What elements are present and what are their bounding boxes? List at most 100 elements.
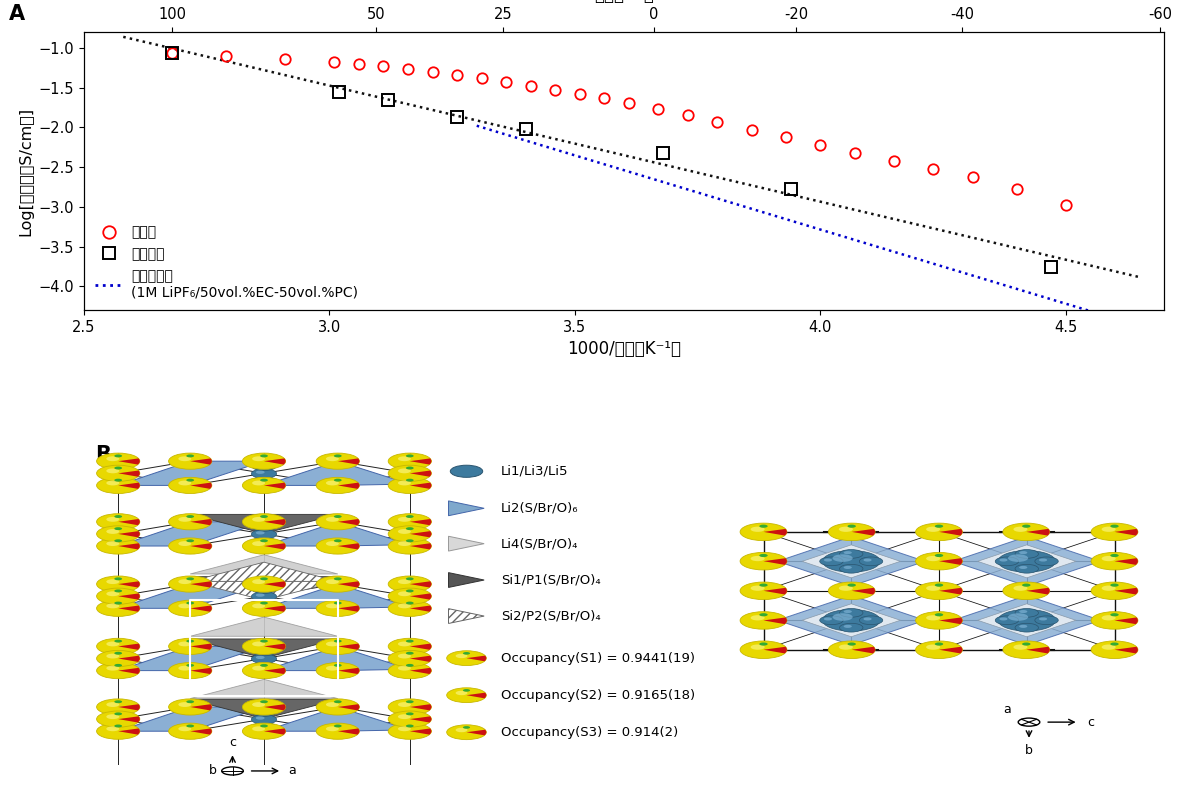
Circle shape: [107, 517, 119, 522]
Wedge shape: [940, 646, 962, 654]
Circle shape: [389, 453, 432, 470]
Circle shape: [389, 650, 432, 666]
Wedge shape: [118, 606, 139, 612]
Circle shape: [839, 645, 853, 650]
Circle shape: [334, 515, 342, 518]
Circle shape: [107, 702, 119, 707]
Circle shape: [169, 638, 212, 654]
Wedge shape: [191, 606, 211, 612]
Circle shape: [398, 702, 410, 707]
Circle shape: [864, 558, 871, 562]
Circle shape: [252, 538, 277, 546]
Circle shape: [1022, 642, 1031, 646]
Polygon shape: [191, 582, 338, 600]
Circle shape: [326, 579, 338, 584]
Circle shape: [456, 728, 468, 732]
Circle shape: [1039, 618, 1048, 621]
Circle shape: [242, 600, 286, 616]
Wedge shape: [264, 643, 286, 650]
Circle shape: [326, 456, 338, 461]
Circle shape: [252, 541, 265, 546]
Circle shape: [1110, 613, 1118, 616]
Circle shape: [317, 662, 360, 678]
Circle shape: [916, 553, 962, 570]
Circle shape: [256, 648, 265, 651]
Text: B: B: [95, 446, 110, 466]
Circle shape: [256, 463, 265, 466]
Circle shape: [844, 610, 852, 613]
Circle shape: [179, 481, 191, 486]
Circle shape: [1110, 554, 1118, 557]
Circle shape: [1091, 612, 1138, 629]
Circle shape: [398, 603, 410, 608]
Text: Si1/P1(S/Br/O)₄: Si1/P1(S/Br/O)₄: [500, 574, 600, 586]
Circle shape: [1110, 642, 1118, 646]
Circle shape: [252, 654, 277, 663]
Circle shape: [256, 523, 265, 526]
Wedge shape: [338, 543, 359, 550]
Circle shape: [114, 712, 122, 715]
Wedge shape: [118, 704, 139, 710]
Text: c: c: [1087, 716, 1094, 729]
Circle shape: [406, 602, 414, 605]
Circle shape: [740, 553, 787, 570]
Circle shape: [256, 531, 265, 534]
Ellipse shape: [1099, 585, 1130, 597]
Circle shape: [252, 530, 277, 539]
Circle shape: [252, 456, 265, 461]
Circle shape: [406, 664, 414, 667]
Circle shape: [463, 726, 470, 729]
Circle shape: [114, 640, 122, 642]
X-axis label: 1000/温度（K⁻¹）: 1000/温度（K⁻¹）: [568, 341, 682, 358]
Circle shape: [317, 538, 360, 554]
Circle shape: [317, 514, 360, 530]
Circle shape: [326, 726, 338, 731]
Circle shape: [97, 588, 140, 604]
Wedge shape: [264, 519, 286, 525]
Circle shape: [256, 709, 265, 712]
Circle shape: [389, 662, 432, 678]
Circle shape: [751, 615, 764, 621]
Circle shape: [824, 558, 832, 562]
Circle shape: [97, 526, 140, 542]
Ellipse shape: [748, 585, 779, 597]
Circle shape: [242, 538, 286, 554]
Circle shape: [389, 723, 432, 739]
Circle shape: [169, 699, 212, 715]
Circle shape: [740, 582, 787, 599]
Circle shape: [97, 650, 140, 666]
Wedge shape: [191, 582, 211, 587]
Circle shape: [107, 481, 119, 486]
Polygon shape: [449, 609, 484, 623]
Circle shape: [456, 690, 468, 695]
Wedge shape: [264, 482, 286, 489]
Circle shape: [256, 594, 265, 597]
Circle shape: [935, 554, 943, 557]
Circle shape: [242, 576, 286, 592]
Circle shape: [864, 618, 871, 621]
Polygon shape: [191, 562, 338, 582]
Circle shape: [252, 579, 265, 584]
Circle shape: [916, 612, 962, 629]
Wedge shape: [940, 558, 962, 565]
Circle shape: [242, 514, 286, 530]
Circle shape: [242, 453, 286, 470]
Circle shape: [916, 523, 962, 541]
Polygon shape: [264, 646, 410, 670]
Polygon shape: [264, 707, 410, 731]
Circle shape: [1019, 566, 1027, 569]
Circle shape: [389, 699, 432, 715]
Wedge shape: [1026, 529, 1050, 535]
Circle shape: [179, 726, 191, 731]
Polygon shape: [778, 595, 925, 645]
Polygon shape: [118, 584, 264, 608]
Circle shape: [1019, 718, 1039, 726]
Text: Si2/P2(S/Br/O)₄: Si2/P2(S/Br/O)₄: [500, 610, 600, 622]
Circle shape: [1110, 583, 1118, 586]
Circle shape: [840, 623, 863, 632]
Circle shape: [97, 600, 140, 616]
Circle shape: [242, 699, 286, 715]
Circle shape: [833, 554, 853, 562]
X-axis label: 温度（°C）: 温度（°C）: [594, 0, 654, 4]
Wedge shape: [1115, 646, 1138, 654]
